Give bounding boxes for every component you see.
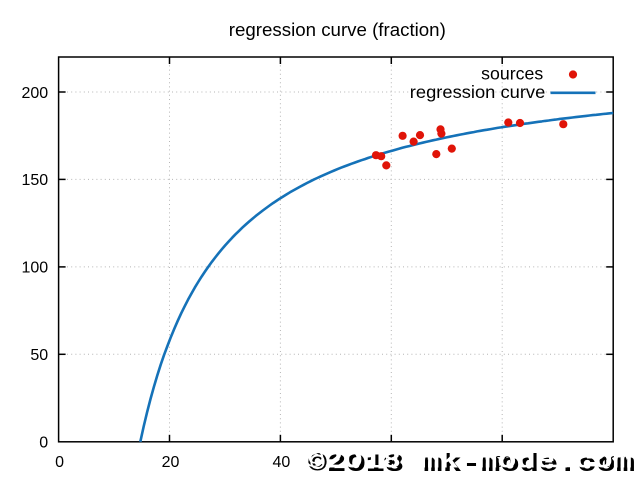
svg-text:100: 100 [601, 454, 628, 471]
svg-text:©2O18 mk-mode.com: ©2O18 mk-mode.com [308, 450, 635, 479]
svg-text:regression curve: regression curve [410, 82, 546, 102]
svg-text:0: 0 [39, 435, 48, 452]
svg-text:20: 20 [162, 454, 180, 471]
svg-text:100: 100 [21, 260, 48, 277]
svg-text:0: 0 [55, 454, 64, 471]
svg-text:©2O18 mk-mode.com: ©2O18 mk-mode.com [305, 447, 632, 476]
svg-text:50: 50 [30, 347, 48, 364]
svg-text:60: 60 [383, 454, 401, 471]
svg-text:sources: sources [481, 64, 543, 84]
svg-text:150: 150 [21, 172, 48, 189]
svg-text:80: 80 [494, 454, 512, 471]
svg-text:40: 40 [273, 454, 291, 471]
svg-text:200: 200 [21, 85, 48, 102]
svg-text:regression curve (fraction): regression curve (fraction) [229, 19, 446, 40]
